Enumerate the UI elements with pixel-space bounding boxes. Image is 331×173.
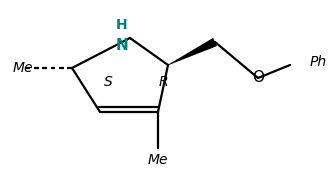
Text: R: R [158,75,168,89]
Polygon shape [168,38,217,65]
Text: Ph: Ph [309,55,327,69]
Text: Me: Me [148,153,168,167]
Text: N: N [116,38,128,52]
Text: Me: Me [13,61,33,75]
Text: H: H [116,18,128,32]
Text: S: S [104,75,113,89]
Text: O: O [252,71,264,85]
